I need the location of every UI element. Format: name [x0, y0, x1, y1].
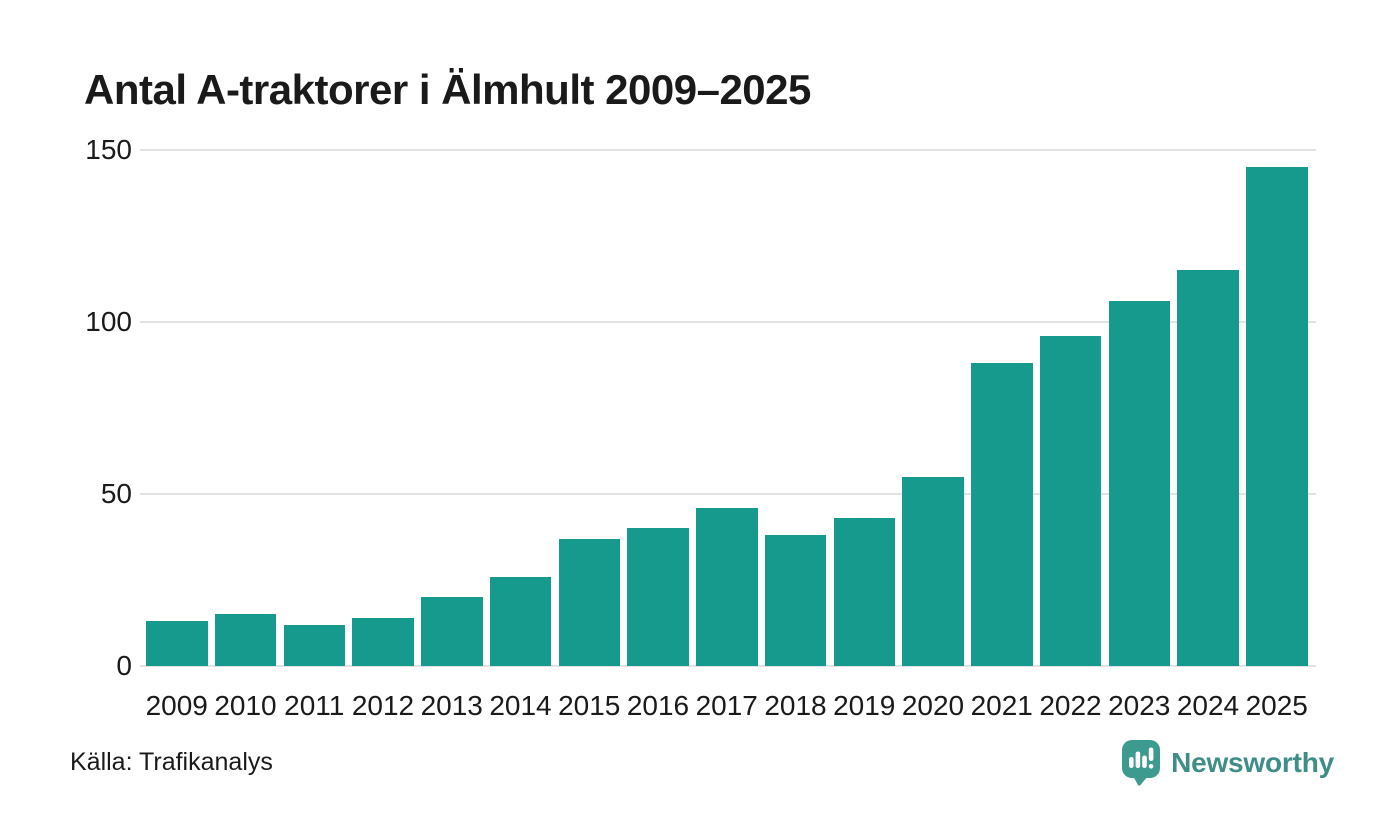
bar-2009 [146, 621, 208, 666]
bar-2023 [1108, 301, 1170, 666]
x-axis-tick-2022: 2022 [1039, 690, 1102, 721]
x-axis-tick-2025: 2025 [1245, 690, 1308, 721]
bar-2020 [902, 476, 964, 666]
gridline-y-150 [140, 149, 1316, 151]
newsworthy-pin-barchart-icon [1122, 740, 1161, 786]
x-axis-tick-2018: 2018 [764, 690, 827, 721]
bar-2016 [627, 528, 689, 666]
bar-2021 [971, 363, 1033, 666]
bar-2018 [764, 535, 827, 666]
bar-2015 [558, 538, 620, 666]
x-axis-tick-2012: 2012 [351, 690, 415, 721]
gridline-y-50 [140, 493, 1316, 495]
x-axis-tick-2024: 2024 [1176, 690, 1240, 721]
x-axis-tick-2009: 2009 [145, 690, 208, 721]
gridline-y-0 [140, 665, 1316, 667]
gridline-y-100 [140, 321, 1316, 323]
bar-2022 [1039, 335, 1102, 666]
x-axis-tick-2023: 2023 [1108, 690, 1171, 721]
bar-2013 [421, 597, 483, 666]
chart-title: Antal A-traktorer i Älmhult 2009–2025 [84, 66, 811, 113]
x-axis-tick-2011: 2011 [284, 690, 345, 721]
bar-2011 [283, 624, 345, 666]
bar-2017 [696, 507, 758, 666]
y-axis-tick-0: 0 [116, 650, 132, 681]
x-axis-tick-2013: 2013 [420, 690, 483, 721]
x-axis-tick-2010: 2010 [214, 690, 277, 721]
bar-2012 [352, 617, 414, 666]
y-axis-tick-150: 150 [85, 134, 132, 165]
x-axis-tick-2017: 2017 [695, 690, 758, 721]
newsworthy-wordmark: Newsworthy [1171, 747, 1334, 778]
bar-2019 [833, 518, 895, 666]
bar-2010 [214, 614, 277, 666]
x-axis-tick-2014: 2014 [489, 690, 552, 721]
bar-2025 [1246, 167, 1308, 666]
x-axis-tick-2021: 2021 [970, 690, 1033, 721]
x-axis-tick-2020: 2020 [901, 690, 965, 721]
x-axis-tick-2016: 2016 [626, 690, 690, 721]
source-note: Källa: Trafikanalys [70, 748, 273, 776]
y-axis-tick-50: 50 [100, 478, 132, 509]
bar-2024 [1177, 270, 1239, 666]
x-axis-tick-2019: 2019 [833, 690, 896, 721]
bar-2014 [489, 576, 552, 666]
newsworthy-logo: Newsworthy [1121, 740, 1334, 786]
y-axis-tick-100: 100 [85, 306, 132, 337]
x-axis-tick-2015: 2015 [558, 690, 621, 721]
